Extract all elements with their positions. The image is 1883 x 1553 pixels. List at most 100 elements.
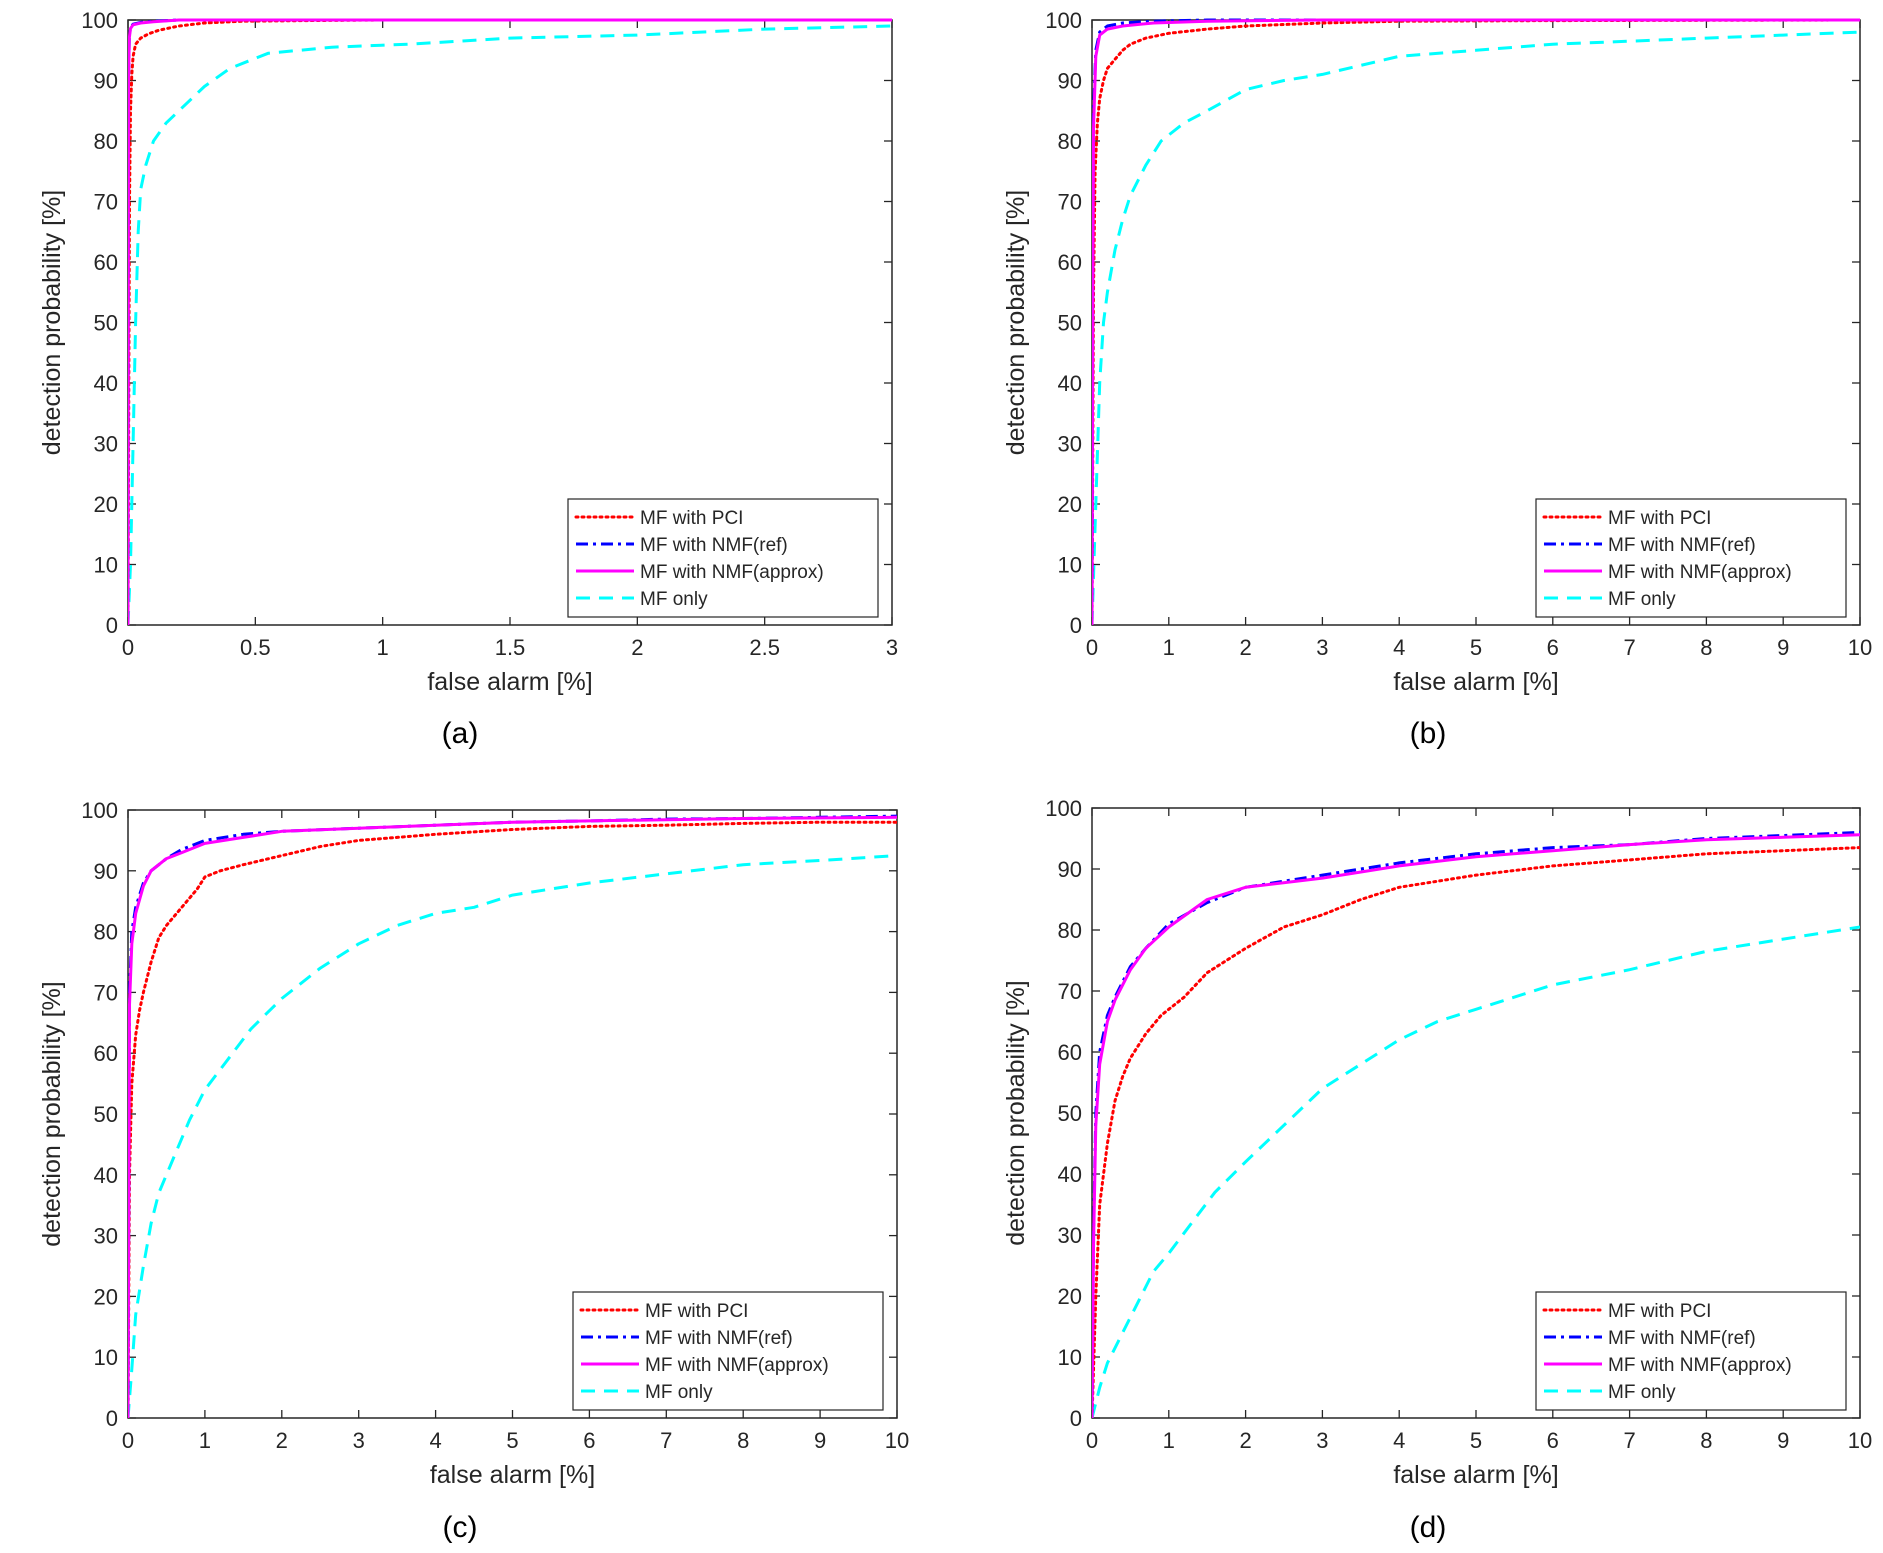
x-tick-label: 2.5 [749,635,780,660]
series-line-mf-with-pci [128,820,897,1418]
series-line-mf-only [1092,30,1860,625]
series-layer [1092,830,1860,1418]
x-axis-label: false alarm [%] [1393,1461,1558,1489]
x-tick-label: 0 [1086,635,1098,660]
y-tick-label: 10 [94,1345,118,1370]
x-tick-label: 1 [1163,1428,1175,1453]
series-line-mf-only [128,24,892,625]
y-tick-label: 100 [1045,8,1082,33]
y-tick-label: 40 [94,371,118,396]
x-tick-label: 10 [885,1428,909,1453]
legend-label-mf-only: MF only [640,589,708,610]
legend-box [1535,1291,1847,1411]
x-tick-label: 5 [1470,1428,1482,1453]
series-line-mf-with-pci [1092,18,1860,625]
y-axis-label: detection probability [%] [38,981,66,1246]
legend: MF with PCI MF with NMF(ref) MF with NMF(a… [567,498,879,618]
y-tick-label: 40 [1058,371,1082,396]
series-layer [1092,18,1860,625]
x-tick-label: 9 [1777,1428,1789,1453]
x-tick-label: 2 [276,1428,288,1453]
y-tick-label: 70 [94,190,118,215]
x-tick-label: 0 [122,635,134,660]
y-tick-label: 30 [94,1224,118,1249]
series-layer [128,18,892,625]
x-tick-label: 2 [631,635,643,660]
x-tick-label: 3 [353,1428,365,1453]
x-tick-label: 3 [1316,1428,1328,1453]
y-tick-label: 20 [1058,1284,1082,1309]
legend: MF with PCI MF with NMF(ref) MF with NMF(a… [572,1291,884,1411]
x-tick-label: 5 [1470,635,1482,660]
legend-label-mf-with-nmf-ref: MF with NMF(ref) [1608,1328,1756,1349]
legend-label-mf-with-nmf-approx: MF with NMF(approx) [645,1355,829,1376]
y-tick-label: 30 [1058,1223,1082,1248]
x-tick-label: 4 [1393,1428,1405,1453]
x-tick-label: 8 [1700,1428,1712,1453]
legend-label-mf-with-nmf-approx: MF with NMF(approx) [1608,1355,1792,1376]
x-axis-label: false alarm [%] [1393,668,1558,696]
series-line-mf-with-nmf-approx [128,18,892,625]
y-tick-label: 10 [1058,553,1082,578]
y-tick-label: 50 [1058,311,1082,336]
legend-box [567,498,879,618]
x-tick-label: 6 [1547,635,1559,660]
legend-box [1535,498,1847,618]
series-line-mf-with-pci [1092,846,1860,1418]
series-line-mf-with-nmf-ref [1092,18,1860,625]
y-tick-label: 100 [81,798,118,823]
panel-caption: (d) [1410,1511,1447,1544]
y-tick-label: 60 [94,250,118,275]
x-tick-label: 9 [1777,635,1789,660]
legend-box [572,1291,884,1411]
x-axis-label: false alarm [%] [430,1461,595,1489]
panel-caption: (a) [442,717,479,750]
legend-label-mf-with-pci: MF with PCI [1608,1301,1711,1322]
y-tick-label: 0 [1070,1406,1082,1431]
roc-panel-c: 0 1 2 3 4 5 6 7 8 9 100102030405060708090100false … [38,798,909,1544]
x-tick-label: 1 [199,1428,211,1453]
x-axis-label: false alarm [%] [427,668,592,696]
x-tick-label: 6 [583,1428,595,1453]
x-tick-label: 8 [1700,635,1712,660]
x-tick-label: 5 [506,1428,518,1453]
legend-label-mf-with-nmf-ref: MF with NMF(ref) [1608,535,1756,556]
series-line-mf-only [1092,925,1860,1418]
panel-caption: (b) [1410,717,1447,750]
x-tick-label: 3 [1316,635,1328,660]
series-line-mf-with-nmf-ref [1092,830,1860,1418]
y-tick-label: 50 [1058,1101,1082,1126]
y-tick-label: 90 [1058,69,1082,94]
x-tick-label: 7 [1623,1428,1635,1453]
y-axis-label: detection probability [%] [1002,980,1030,1245]
y-tick-label: 100 [1045,796,1082,821]
legend-label-mf-only: MF only [1608,1382,1676,1403]
x-tick-label: 10 [1848,635,1872,660]
y-tick-label: 80 [1058,129,1082,154]
legend-label-mf-with-nmf-ref: MF with NMF(ref) [640,535,788,556]
series-line-mf-only [128,854,897,1418]
y-tick-label: 90 [1058,857,1082,882]
y-tick-label: 10 [94,553,118,578]
y-tick-label: 20 [1058,492,1082,517]
panel-caption: (c) [443,1511,478,1544]
y-tick-label: 60 [94,1041,118,1066]
x-tick-label: 0 [122,1428,134,1453]
y-axis-label: detection probability [%] [38,190,66,455]
y-tick-label: 90 [94,69,118,94]
x-tick-label: 8 [737,1428,749,1453]
y-tick-label: 60 [1058,250,1082,275]
x-tick-label: 1 [1163,635,1175,660]
x-tick-label: 2 [1239,1428,1251,1453]
series-line-mf-with-nmf-approx [1092,833,1860,1418]
y-tick-label: 30 [94,432,118,457]
y-tick-label: 0 [106,613,118,638]
x-tick-label: 6 [1547,1428,1559,1453]
roc-panel-a: 0 0.5 1 1.5 2 2.5 30102030405060708090100false… [38,8,898,750]
legend-label-mf-only: MF only [645,1382,713,1403]
x-tick-label: 3 [886,635,898,660]
legend-label-mf-only: MF only [1608,589,1676,610]
legend-label-mf-with-pci: MF with PCI [640,508,743,529]
legend-label-mf-with-nmf-approx: MF with NMF(approx) [1608,562,1792,583]
